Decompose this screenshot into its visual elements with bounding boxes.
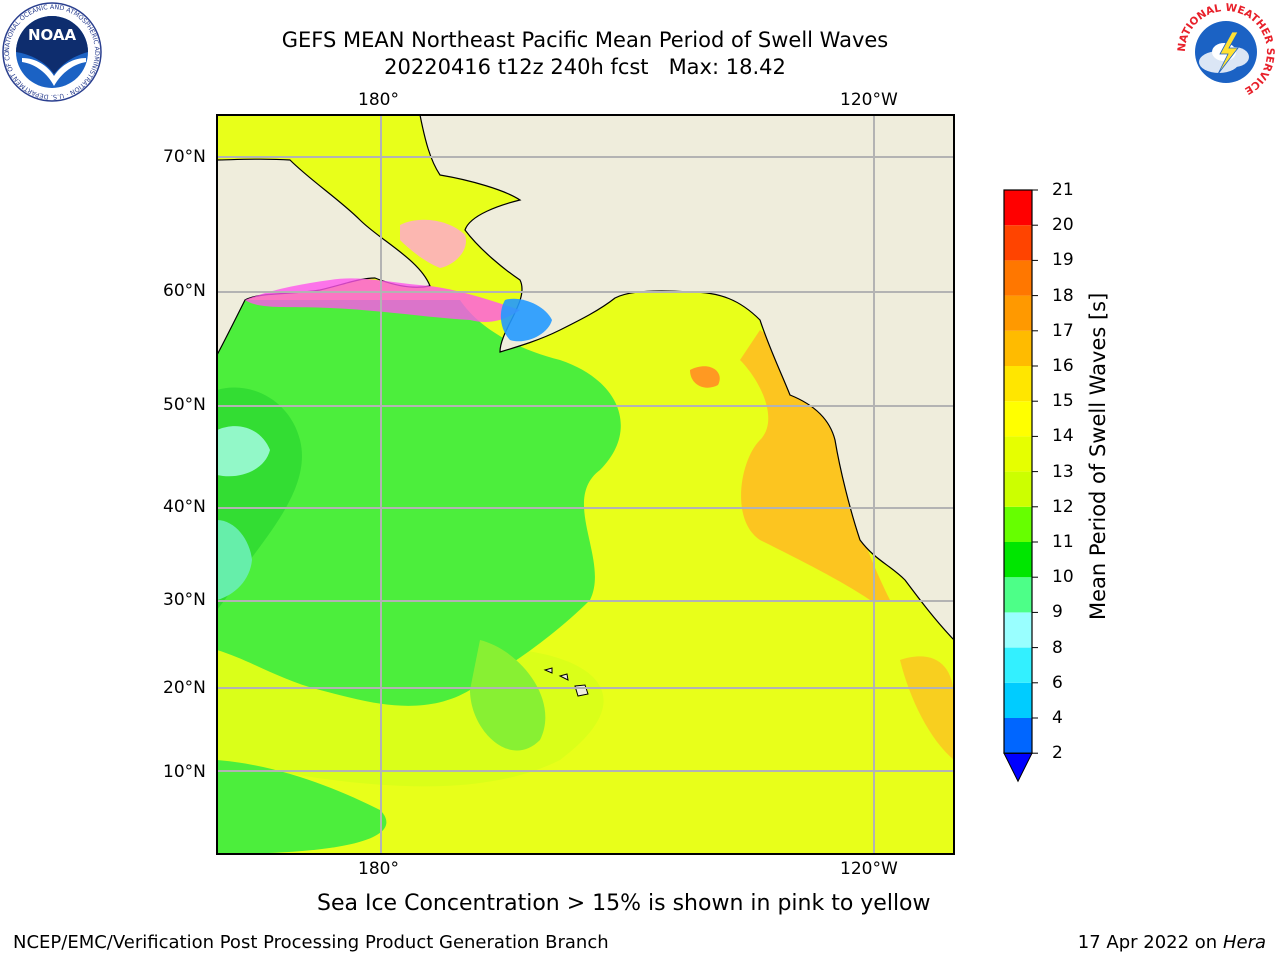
colorbar-tick-label-15: 15: [1052, 391, 1074, 412]
swell-region-aqua: [217, 520, 252, 600]
swell-region-green-mid: [470, 640, 546, 751]
lat-label-50n: 50°N: [163, 395, 206, 415]
sea-ice-bering: [245, 278, 520, 322]
swell-region-orange-coast: [740, 330, 890, 600]
lat-label-30n: 30°N: [163, 590, 206, 610]
colorbar-tick-label-17: 17: [1052, 320, 1074, 341]
sea-ice-norton: [400, 219, 466, 268]
colorbar-tick-label-19: 19: [1052, 250, 1074, 271]
swell-region-blue-bristol: [500, 298, 552, 342]
lat-label-60n: 60°N: [163, 281, 206, 301]
lat-label-70n: 70°N: [163, 147, 206, 167]
map-subtitle: 20220416 t12z 240h fcst Max: 18.42: [384, 55, 786, 79]
colorbar-tick-label-10: 10: [1052, 567, 1074, 588]
colorbar-tick-label-6: 6: [1052, 672, 1063, 693]
map-frame: [216, 114, 955, 855]
colorbar-bin-9: [1004, 577, 1032, 613]
colorbar-tick-label-18: 18: [1052, 285, 1074, 306]
lat-label-40n: 40°N: [163, 497, 206, 517]
swell-region-orange-patch: [690, 366, 720, 388]
colorbar-bin-19: [1004, 225, 1032, 261]
footer-date: 17 Apr 2022 on Hera: [1078, 932, 1266, 954]
footer-date-text: 17 Apr 2022 on: [1077, 932, 1223, 953]
map-field: [217, 115, 954, 854]
colorbar-tick-label-21: 21: [1052, 180, 1074, 200]
colorbar-tick-label-4: 4: [1052, 708, 1063, 728]
colorbar-tick-label-12: 12: [1052, 496, 1074, 517]
colorbar-bin-2: [1004, 718, 1032, 754]
colorbar-bin-4: [1004, 682, 1032, 718]
colorbar-bin-17: [1004, 295, 1032, 331]
swell-region-cyan: [217, 426, 270, 477]
land-north-america: [419, 115, 954, 641]
colorbar-bin-14: [1004, 401, 1032, 437]
footer-host: Hera: [1222, 932, 1266, 953]
colorbar-bin-12: [1004, 471, 1032, 507]
svg-text:NOAA: NOAA: [28, 26, 77, 44]
colorbar-label: Mean Period of Swell Waves [s]: [1086, 292, 1110, 620]
sea-ice-caption: Sea Ice Concentration > 15% is shown in …: [317, 891, 931, 916]
colorbar-bin-13: [1004, 436, 1032, 472]
colorbar-bin-20: [1004, 190, 1032, 226]
colorbar-tick-label-16: 16: [1052, 356, 1074, 376]
colorbar-bin-18: [1004, 260, 1032, 296]
colorbar-bin-6: [1004, 647, 1032, 683]
swell-region-green: [217, 300, 621, 706]
swell-region-orange-south: [900, 656, 954, 760]
lat-label-20n: 20°N: [163, 678, 206, 698]
lon-label-120w-bottom: 120°W: [840, 859, 898, 879]
swell-region-green-south: [217, 760, 387, 854]
colorbar-bin-10: [1004, 542, 1032, 578]
map-title: GEFS MEAN Northeast Pacific Mean Period …: [281, 28, 889, 52]
lon-label-120w-top: 120°W: [840, 90, 898, 110]
colorbar-tick-label-14: 14: [1052, 426, 1074, 447]
lon-label-180-bottom: 180°: [358, 859, 399, 879]
colorbar-bin-11: [1004, 506, 1032, 542]
colorbar-tick-label-20: 20: [1052, 215, 1074, 236]
colorbar-tick-label-11: 11: [1052, 532, 1074, 552]
colorbar-bin-15: [1004, 366, 1032, 402]
nws-logo: NATIONAL WEATHER SERVICE: [1176, 2, 1276, 102]
noaa-logo: NATIONAL OCEANIC AND ATMOSPHERIC ADMINIS…: [0, 0, 102, 102]
colorbar-tick-label-2: 2: [1052, 743, 1063, 764]
lat-label-10n: 10°N: [163, 762, 206, 782]
colorbar-tick-label-9: 9: [1052, 602, 1063, 623]
colorbar-tick-label-13: 13: [1052, 461, 1074, 482]
colorbar-bin-16: [1004, 330, 1032, 366]
colorbar-tick-label-8: 8: [1052, 637, 1063, 658]
lon-label-180-top: 180°: [358, 90, 399, 110]
colorbar-extend-triangle: [1003, 752, 1033, 783]
footer-producer: NCEP/EMC/Verification Post Processing Pr…: [13, 932, 609, 953]
colorbar-bin-8: [1004, 612, 1032, 648]
